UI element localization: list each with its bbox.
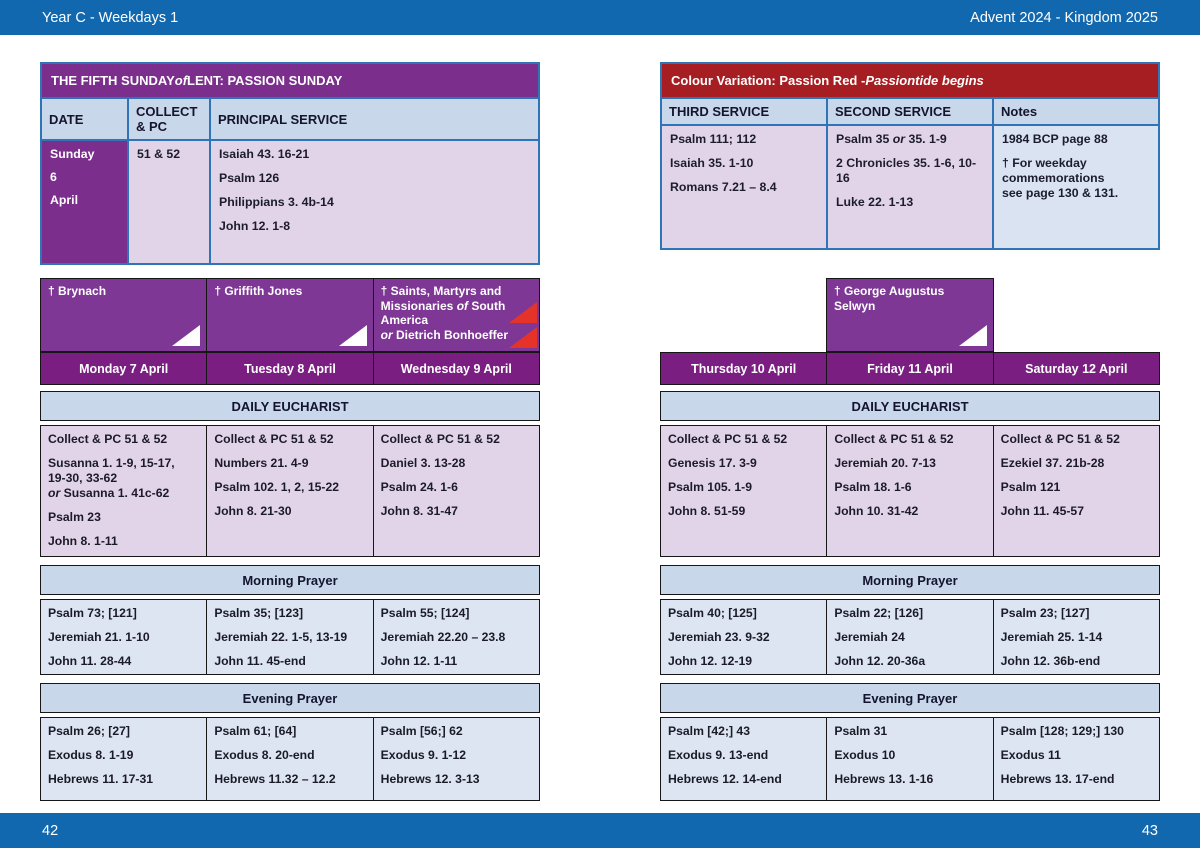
eucharist-wednesday: Collect & PC 51 & 52 Daniel 3. 13-28 Psalm…	[372, 426, 539, 556]
saint-cell-saturday-empty	[994, 278, 1160, 352]
morning-prayer-band: Morning Prayer	[40, 565, 540, 595]
day-header-monday: Monday 7 April	[79, 361, 169, 376]
third-service-cell: Psalm 111; 112 Isaiah 35. 1-10 Romans 7.21…	[662, 126, 826, 248]
col-header-collect-pc: COLLECT & PC	[127, 99, 209, 139]
morning-prayer-saturday: Psalm 23; [127] Jeremiah 25. 1-14 John 12.…	[992, 600, 1159, 674]
day-header-tuesday: Tuesday 8 April	[206, 353, 372, 384]
red-triangle-icon	[508, 302, 537, 323]
sunday-left-column-headers: DATE COLLECT & PC PRINCIPAL SERVICE	[42, 97, 538, 141]
collect-pc-cell: 51 & 52	[127, 141, 209, 263]
col-header-date: DATE	[49, 111, 84, 127]
white-triangle-icon	[959, 325, 987, 346]
sunday-table-right: Colour Variation: Passion Red - Passiont…	[660, 62, 1160, 250]
daily-eucharist-band: DAILY EUCHARIST	[40, 391, 540, 421]
day-header-row-right: Thursday 10 April Friday 11 April Saturd…	[660, 352, 1160, 385]
evening-prayer-band: Evening Prayer	[40, 683, 540, 713]
sunday-table-left: THE FIFTH SUNDAY of LENT: PASSION SUNDAY…	[40, 62, 540, 265]
morning-prayer-wednesday: Psalm 55; [124] Jeremiah 22.20 – 23.8 John…	[372, 600, 539, 674]
notes-cell: 1984 BCP page 88 † For weekday commemorati…	[992, 126, 1158, 248]
evening-prayer-label: Evening Prayer	[242, 690, 338, 706]
evening-prayer-label: Evening Prayer	[862, 690, 958, 706]
daily-eucharist-label: DAILY EUCHARIST	[231, 398, 349, 414]
morning-prayer-band: Morning Prayer	[660, 565, 1160, 595]
saint-name-griffith-jones: † Griffith Jones	[214, 284, 303, 298]
morning-prayer-row-right: Psalm 40; [125] Jeremiah 23. 9-32 John 12.…	[660, 599, 1160, 675]
evening-prayer-saturday: Psalm [128; 129;] 130 Exodus 11 Hebrews 13…	[992, 718, 1159, 800]
colour-variation-title: Colour Variation: Passion Red - Passiont…	[662, 64, 1158, 97]
saint-cell-tuesday: † Griffith Jones	[206, 279, 373, 351]
col-header-third-service: THIRD SERVICE	[669, 104, 770, 119]
daily-eucharist-label: DAILY EUCHARIST	[851, 398, 969, 414]
date-cell: Sunday 6 April	[42, 141, 127, 263]
evening-prayer-row-right: Psalm [42;] 43 Exodus 9. 13-end Hebrews 12…	[660, 717, 1160, 801]
saints-row-left: † Brynach † Griffith Jones † Saints, Mar…	[40, 278, 540, 352]
evening-prayer-band: Evening Prayer	[660, 683, 1160, 713]
evening-prayer-wednesday: Psalm [56;] 62 Exodus 9. 1-12 Hebrews 12. …	[372, 718, 539, 800]
saint-cell-monday: † Brynach	[41, 279, 207, 351]
saint-name-south-america-bonhoeffer: † Saints, Martyrs and Missionaries of Sou…	[380, 284, 508, 342]
morning-prayer-friday: Psalm 22; [126] Jeremiah 24 John 12. 20-36…	[826, 600, 992, 674]
daily-eucharist-band: DAILY EUCHARIST	[660, 391, 1160, 421]
saint-cell-friday: † George Augustus Selwyn	[826, 278, 994, 352]
saint-cell-wednesday: † Saints, Martyrs and Missionaries of Sou…	[372, 279, 539, 351]
day-header-saturday: Saturday 12 April	[992, 353, 1159, 384]
eucharist-saturday: Collect & PC 51 & 52 Ezekiel 37. 21b-28 Ps…	[992, 426, 1159, 556]
day-header-friday: Friday 11 April	[826, 353, 992, 384]
eucharist-tuesday: Collect & PC 51 & 52 Numbers 21. 4-9 Psalm…	[206, 426, 372, 556]
sunday-right-column-headers: THIRD SERVICE SECOND SERVICE Notes	[662, 97, 1158, 126]
white-triangle-icon	[172, 325, 201, 346]
evening-prayer-tuesday: Psalm 61; [64] Exodus 8. 20-end Hebrews 11…	[206, 718, 372, 800]
col-header-principal-service: PRINCIPAL SERVICE	[209, 99, 538, 139]
page-number-right: 43	[1141, 822, 1158, 839]
saint-name-george-augustus-selwyn: † George Augustus Selwyn	[834, 284, 945, 313]
morning-prayer-tuesday: Psalm 35; [123] Jeremiah 22. 1-5, 13-19 Jo…	[206, 600, 372, 674]
morning-prayer-thursday: Psalm 40; [125] Jeremiah 23. 9-32 John 12.…	[668, 606, 770, 668]
col-header-notes: Notes	[992, 99, 1158, 124]
second-service-cell: Psalm 35 or 35. 1-9 2 Chronicles 35. 1-6,…	[826, 126, 992, 248]
white-triangle-icon	[338, 325, 367, 346]
page-number-left: 42	[42, 822, 59, 839]
eucharist-row-right: Collect & PC 51 & 52 Genesis 17. 3-9 Psalm…	[660, 425, 1160, 557]
day-header-thursday: Thursday 10 April	[691, 361, 797, 376]
eucharist-thursday: Collect & PC 51 & 52 Genesis 17. 3-9 Psalm…	[668, 432, 788, 518]
page-header-bar: Year C - Weekdays 1 Advent 2024 - Kingdo…	[0, 0, 1200, 35]
page-footer-bar: 42 43	[0, 813, 1200, 848]
morning-prayer-monday: Psalm 73; [121] Jeremiah 21. 1-10 John 11.…	[48, 606, 150, 668]
header-left-title: Year C - Weekdays 1	[42, 9, 179, 26]
morning-prayer-label: Morning Prayer	[242, 572, 338, 588]
principal-service-cell: Isaiah 43. 16-21 Psalm 126 Philippians 3. …	[209, 141, 538, 263]
saint-cell-thursday-empty	[660, 278, 826, 352]
sunday-left-title: THE FIFTH SUNDAY of LENT: PASSION SUNDAY	[42, 64, 538, 97]
eucharist-row-left: Collect & PC 51 & 52 Susanna 1. 1-9, 15-1…	[40, 425, 540, 557]
sunday-right-body: Psalm 111; 112 Isaiah 35. 1-10 Romans 7.21…	[662, 126, 1158, 248]
morning-prayer-label: Morning Prayer	[862, 572, 958, 588]
weekday-table-left: † Brynach † Griffith Jones † Saints, Mar…	[40, 278, 540, 809]
red-triangle-icon	[508, 327, 537, 348]
morning-prayer-row-left: Psalm 73; [121] Jeremiah 21. 1-10 John 11.…	[40, 599, 540, 675]
day-header-row-left: Monday 7 April Tuesday 8 April Wednesday…	[40, 352, 540, 385]
day-header-wednesday: Wednesday 9 April	[372, 353, 539, 384]
weekday-table-right: † George Augustus Selwyn Thursday 10 Apr…	[660, 278, 1160, 809]
eucharist-monday: Collect & PC 51 & 52 Susanna 1. 1-9, 15-1…	[48, 432, 175, 548]
evening-prayer-friday: Psalm 31 Exodus 10 Hebrews 13. 1-16	[826, 718, 992, 800]
evening-prayer-thursday: Psalm [42;] 43 Exodus 9. 13-end Hebrews 12…	[668, 724, 782, 786]
evening-prayer-monday: Psalm 26; [27] Exodus 8. 1-19 Hebrews 11. …	[48, 724, 154, 786]
col-header-second-service: SECOND SERVICE	[826, 99, 992, 124]
header-right-title: Advent 2024 - Kingdom 2025	[970, 9, 1158, 26]
eucharist-friday: Collect & PC 51 & 52 Jeremiah 20. 7-13 Psa…	[826, 426, 992, 556]
saints-row-right: † George Augustus Selwyn	[660, 278, 1160, 352]
saint-name-brynach: † Brynach	[48, 284, 107, 298]
evening-prayer-row-left: Psalm 26; [27] Exodus 8. 1-19 Hebrews 11. …	[40, 717, 540, 801]
sunday-left-body: Sunday 6 April 51 & 52 Isaiah 43. 16-21 Psa…	[42, 141, 538, 263]
